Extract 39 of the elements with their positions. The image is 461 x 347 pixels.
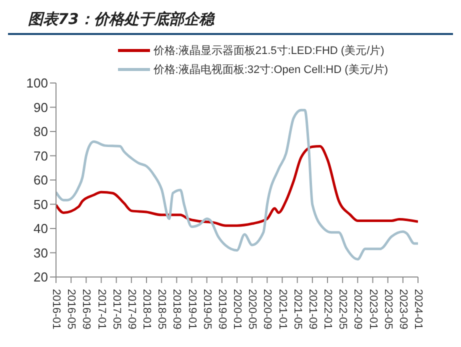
x-tick-label: 2020-09 [261,289,274,330]
x-tick-label: 2023-01 [366,289,379,330]
x-tick-label: 2019-09 [216,289,228,330]
y-tick-label: 40 [34,221,48,236]
y-tick-label: 50 [34,196,48,212]
x-tick-label: 2017-01 [95,289,108,330]
x-tick-label: 2016-05 [65,289,78,330]
chart-title: 图表73：价格处于底部企稳 [8,8,453,35]
x-tick-label: 2020-01 [231,289,243,330]
x-tick-label: 2016-09 [80,289,92,330]
x-tick-label: 2022-09 [352,289,364,330]
y-tick-label: 70 [34,148,48,164]
x-tick-label: 2022-01 [322,289,334,330]
x-tick-label: 2023-05 [382,289,394,330]
x-tick-label: 2021-05 [291,289,304,330]
x-tick-label: 2018-05 [156,289,168,330]
x-tick-label: 2019-05 [200,289,213,330]
x-tick-label: 2022-05 [336,289,349,330]
legend-label: 价格:液晶显示器面板21.5寸:LED:FHD (美元/片) [153,44,384,58]
y-tick-label: 20 [34,270,48,285]
x-tick-label: 2019-01 [186,289,198,330]
line-series [56,108,418,261]
x-tick-label: 2020-05 [246,289,258,330]
x-tick-label: 2018-01 [140,289,152,330]
x-tick-label: 2024-01 [412,289,424,330]
x-tick-label: 2021-01 [276,289,288,330]
x-tick-label: 2017-05 [110,289,122,330]
x-tick-label: 2017-09 [125,289,138,330]
legend-label: 价格:液晶电视面板:32寸:Open Cell:HD (美元/片) [153,62,388,77]
line-series [56,145,418,227]
y-tick-label: 80 [34,124,48,140]
x-tick-label: 2021-09 [306,289,318,330]
y-tick-label: 30 [34,245,48,260]
y-tick-label: 100 [26,76,48,91]
y-tick-label: 60 [34,172,48,188]
x-tick-label: 2023-09 [396,289,409,330]
x-tick-label: 2016-01 [50,289,62,330]
y-tick-label: 90 [34,100,48,115]
x-tick-label: 2018-09 [170,289,183,330]
